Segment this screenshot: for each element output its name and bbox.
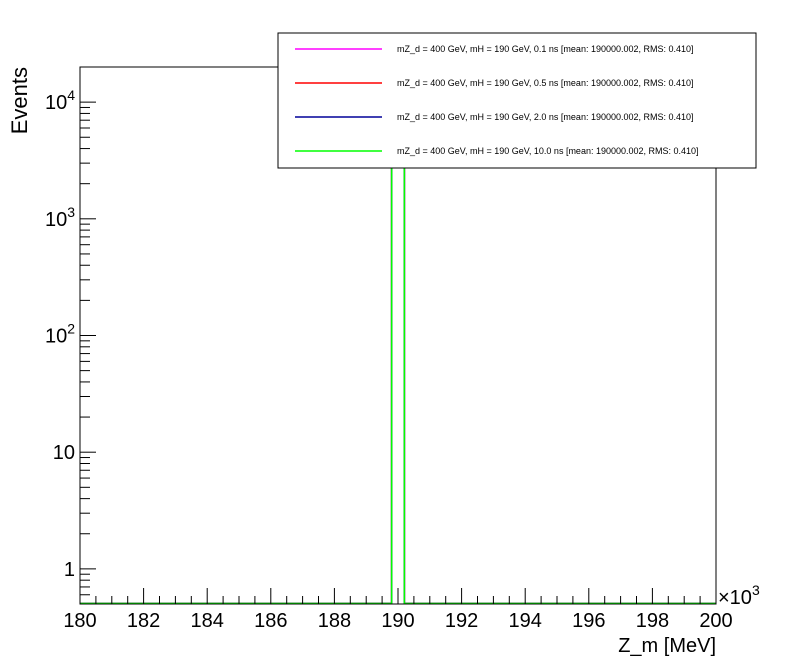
y-tick-label-base: 1	[64, 559, 75, 581]
x-axis-multiplier-base: ×10	[718, 587, 752, 609]
x-tick-label: 194	[509, 610, 542, 632]
y-tick-label-exponent: 2	[67, 321, 75, 337]
x-axis-multiplier: ×103	[718, 582, 760, 609]
y-tick-label-base: 10	[53, 442, 75, 464]
x-axis-label: Z_m [MeV]	[618, 635, 716, 657]
x-tick-label: 198	[636, 610, 669, 632]
x-tick-label: 186	[254, 610, 287, 632]
x-tick-label: 200	[699, 610, 732, 632]
y-tick-label: 104	[45, 87, 75, 114]
legend-box	[277, 32, 757, 169]
x-axis-ticks	[79, 588, 717, 604]
x-tick-label: 190	[381, 610, 414, 632]
x-tick-label: 182	[127, 610, 160, 632]
x-tick-label: 196	[572, 610, 605, 632]
y-axis-label: Events	[7, 67, 32, 134]
x-axis-tick-labels: 180 182 184 186 188 190 192 194 196 198 200	[63, 610, 732, 632]
x-tick-label: 188	[318, 610, 351, 632]
x-tick-label: 180	[63, 610, 96, 632]
y-tick-label: 102	[45, 321, 75, 348]
legend-entry-4: mZ_d = 400 GeV, mH = 190 GeV, 10.0 ns [m…	[397, 146, 699, 156]
y-tick-label-exponent: 4	[67, 87, 75, 103]
x-tick-label: 192	[445, 610, 478, 632]
y-tick-label-base: 10	[45, 92, 67, 114]
legend: mZ_d = 400 GeV, mH = 190 GeV, 0.1 ns [me…	[295, 44, 699, 156]
legend-entry-1: mZ_d = 400 GeV, mH = 190 GeV, 0.1 ns [me…	[397, 44, 694, 54]
x-axis-multiplier-exponent: 3	[752, 582, 760, 598]
y-axis-ticks	[80, 66, 96, 605]
y-tick-label: 1	[64, 559, 75, 581]
y-tick-label-base: 10	[45, 326, 67, 348]
legend-entry-2: mZ_d = 400 GeV, mH = 190 GeV, 0.5 ns [me…	[397, 78, 694, 88]
x-tick-label: 184	[191, 610, 224, 632]
y-tick-label-exponent: 3	[67, 204, 75, 220]
legend-entry-3: mZ_d = 400 GeV, mH = 190 GeV, 2.0 ns [me…	[397, 112, 694, 122]
y-tick-label: 10	[53, 442, 75, 464]
y-tick-label-base: 10	[45, 209, 67, 231]
y-tick-label: 103	[45, 204, 75, 231]
